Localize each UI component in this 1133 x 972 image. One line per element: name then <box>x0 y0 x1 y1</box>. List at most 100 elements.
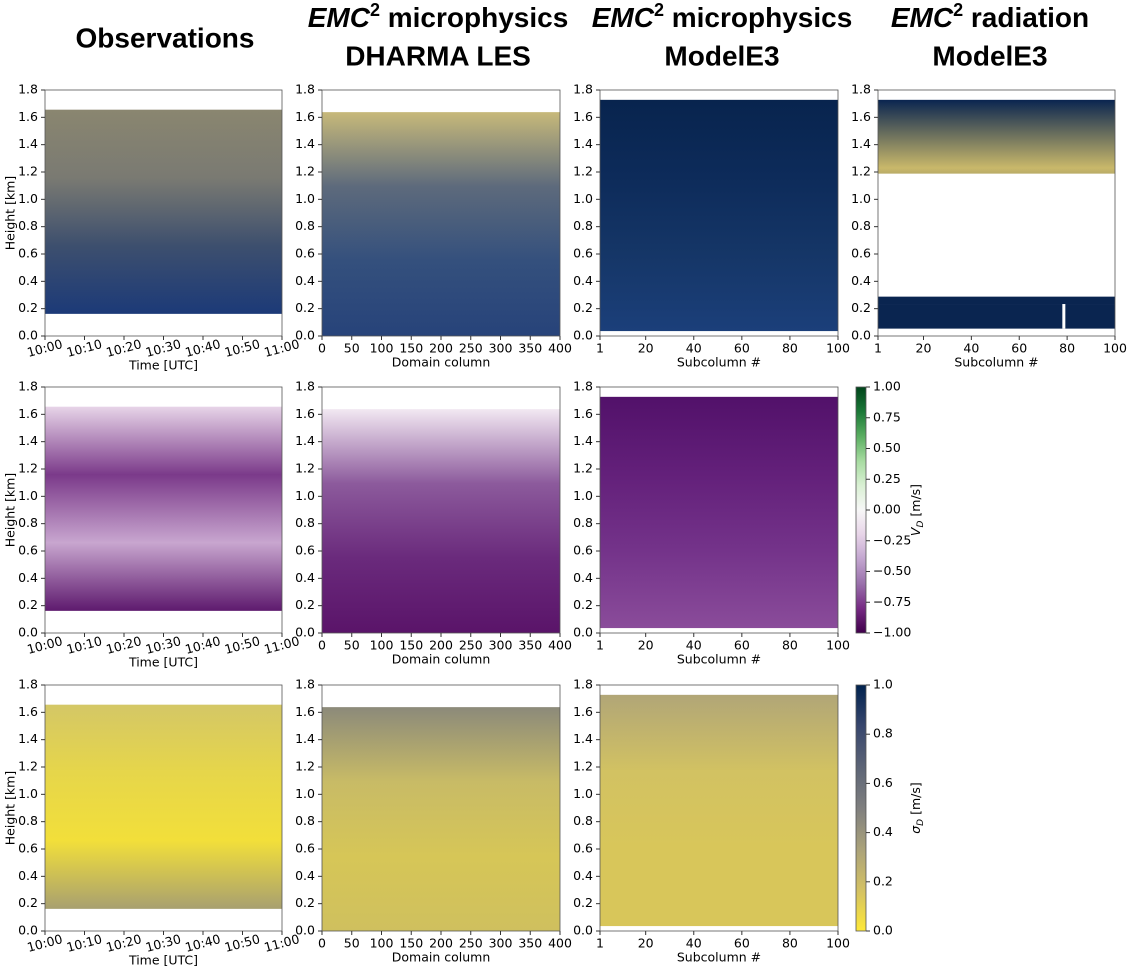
x-tick-label: 400 <box>548 936 572 951</box>
field <box>600 99 838 332</box>
x-tick-label: 40 <box>963 341 979 356</box>
y-tick-label: 1.4 <box>295 136 315 151</box>
x-tick-label: 100 <box>370 936 394 951</box>
colorbar-tick-label: 1.0 <box>873 677 893 692</box>
x-tick-label: 10:20 <box>104 633 143 657</box>
column-title: EMC2 radiation <box>891 0 1089 33</box>
colorbar-tick-label: 0.0 <box>873 923 893 938</box>
x-tick-label: 10:40 <box>183 633 222 657</box>
x-axis-label: Subcolumn # <box>677 355 761 370</box>
y-tick-label: 1.0 <box>573 786 593 801</box>
colorbar-tick-label: 0.8 <box>873 726 893 741</box>
y-tick-label: 0.6 <box>295 543 315 558</box>
colorbar-tick-label: −0.75 <box>873 594 911 609</box>
x-axis-label: Subcolumn # <box>677 652 761 667</box>
y-tick-label: 0.8 <box>18 218 38 233</box>
y-tick-label: 1.8 <box>18 379 38 394</box>
x-tick-label: 10:20 <box>104 336 143 360</box>
y-tick-label: 0.4 <box>18 273 38 288</box>
x-tick-label: 80 <box>1059 341 1075 356</box>
colorbar-tick-label: 0.2 <box>873 873 893 888</box>
x-tick-label: 10:50 <box>223 336 262 360</box>
y-tick-label: 0.8 <box>295 218 315 233</box>
x-tick-label: 20 <box>916 341 932 356</box>
title-part: radiation <box>963 2 1089 33</box>
x-tick-label: 1 <box>874 341 882 356</box>
y-tick-label: 1.0 <box>295 786 315 801</box>
x-tick-label: 80 <box>782 936 798 951</box>
x-tick-label: 250 <box>459 341 483 356</box>
plot-frame <box>599 386 839 634</box>
y-tick-label: 1.6 <box>573 109 593 124</box>
y-tick-label: 0.8 <box>18 813 38 828</box>
y-tick-label: 1.4 <box>851 136 871 151</box>
y-tick-label: 1.8 <box>851 82 871 97</box>
y-tick-label: 1.8 <box>573 82 593 97</box>
x-tick-label: 20 <box>638 638 654 653</box>
y-tick-label: 1.6 <box>573 704 593 719</box>
x-tick-label: 1 <box>596 341 604 356</box>
y-tick-label: 1.4 <box>18 731 38 746</box>
colorbar-tick-label: −0.50 <box>873 563 911 578</box>
x-tick-label: 200 <box>429 638 453 653</box>
field <box>45 704 282 909</box>
y-tick-label: 1.4 <box>573 731 593 746</box>
y-tick-label: 1.6 <box>573 406 593 421</box>
y-tick-label: 0.2 <box>573 895 593 910</box>
label-part: [m/s] <box>908 484 923 521</box>
x-tick-label: 10:50 <box>223 931 262 955</box>
y-tick-label: 1.6 <box>295 406 315 421</box>
x-tick-label: 40 <box>686 638 702 653</box>
colorbar <box>855 684 867 932</box>
x-tick-label: 50 <box>344 638 360 653</box>
y-tick-label: 0.6 <box>573 246 593 261</box>
y-tick-label: 1.8 <box>573 379 593 394</box>
x-tick-label: 10:20 <box>104 931 143 955</box>
y-tick-label: 1.8 <box>295 82 315 97</box>
x-tick-label: 300 <box>489 936 513 951</box>
x-tick-label: 60 <box>734 341 750 356</box>
colorbar-label: VD [m/s] <box>908 484 926 536</box>
y-tick-label: 1.2 <box>295 759 315 774</box>
y-tick-label: 1.6 <box>18 704 38 719</box>
y-tick-label: 1.2 <box>573 759 593 774</box>
x-axis-label: Time [UTC] <box>128 358 198 373</box>
y-tick-label: 1.4 <box>295 433 315 448</box>
y-tick-label: 1.8 <box>295 379 315 394</box>
y-tick-label: 0.2 <box>295 300 315 315</box>
y-tick-label: 0.8 <box>18 515 38 530</box>
x-tick-label: 10:30 <box>144 336 183 360</box>
column-title: ModelE3 <box>932 40 1047 71</box>
x-tick-label: 100 <box>370 341 394 356</box>
y-tick-label: 1.8 <box>18 677 38 692</box>
column-title: Observations <box>76 22 255 53</box>
y-tick-label: 0.0 <box>18 923 38 938</box>
plot-frame <box>599 684 839 932</box>
field <box>600 694 838 927</box>
y-tick-label: 1.6 <box>18 406 38 421</box>
x-tick-label: 350 <box>518 341 542 356</box>
title-part: EMC <box>308 2 371 33</box>
x-tick-label: 100 <box>826 341 850 356</box>
y-tick-label: 1.4 <box>18 433 38 448</box>
title-part: EMC <box>891 2 954 33</box>
title-part: 2 <box>654 0 664 20</box>
y-tick-label: 0.0 <box>18 625 38 640</box>
x-tick-label: 40 <box>686 936 702 951</box>
y-tick-label: 1.0 <box>851 191 871 206</box>
y-tick-label: 1.6 <box>851 109 871 124</box>
label-part: σ <box>908 825 923 834</box>
x-tick-label: 40 <box>686 341 702 356</box>
field <box>600 396 838 629</box>
y-tick-label: 1.2 <box>18 164 38 179</box>
x-axis-label: Domain column <box>392 355 491 370</box>
x-tick-label: 200 <box>429 341 453 356</box>
y-tick-label: 1.8 <box>573 677 593 692</box>
y-tick-label: 0.4 <box>18 868 38 883</box>
colorbar-tick-label: 0.4 <box>873 824 893 839</box>
y-tick-label: 1.0 <box>18 488 38 503</box>
y-axis-label: Height [km] <box>3 473 18 547</box>
title-part: microphysics <box>380 2 568 33</box>
x-axis-label: Subcolumn # <box>954 355 1038 370</box>
colorbar-tick-label: 0.50 <box>873 440 901 455</box>
